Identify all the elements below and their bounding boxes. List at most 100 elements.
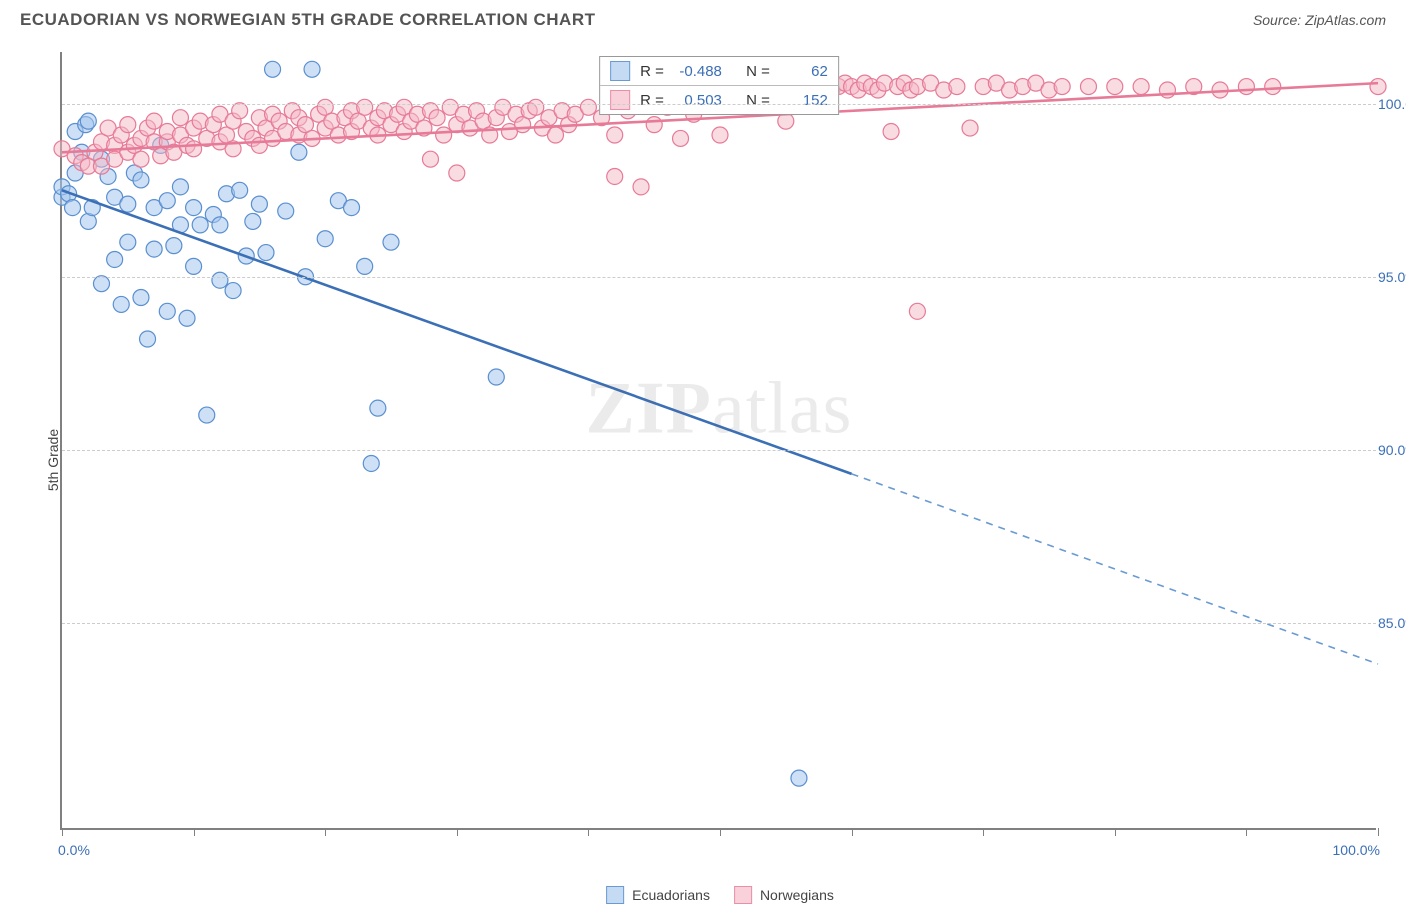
data-point: [1370, 79, 1386, 95]
stat-n-label: N =: [746, 92, 770, 109]
data-point: [140, 331, 156, 347]
x-tick: [325, 828, 326, 836]
source-prefix: Source:: [1253, 12, 1305, 28]
data-point: [80, 113, 96, 129]
legend-swatch-ecuadorians: [606, 886, 624, 904]
data-point: [1265, 79, 1281, 95]
legend: Ecuadorians Norwegians: [606, 886, 834, 904]
data-point: [712, 127, 728, 143]
y-tick-label: 85.0%: [1378, 615, 1406, 631]
data-point: [212, 272, 228, 288]
data-point: [186, 258, 202, 274]
x-axis-max-label: 100.0%: [1333, 842, 1380, 858]
x-tick: [1246, 828, 1247, 836]
data-point: [1080, 79, 1096, 95]
data-point: [120, 196, 136, 212]
data-point: [159, 193, 175, 209]
y-tick-label: 95.0%: [1378, 269, 1406, 285]
legend-item-norwegians: Norwegians: [734, 886, 834, 904]
data-point: [646, 117, 662, 133]
data-point: [304, 61, 320, 77]
stat-row-norwegians: R = 0.503 N = 152: [600, 85, 838, 114]
data-point: [251, 196, 267, 212]
data-point: [291, 144, 307, 160]
data-point: [65, 200, 81, 216]
data-point: [278, 203, 294, 219]
data-point: [383, 234, 399, 250]
data-point: [1133, 79, 1149, 95]
stat-n-value: 62: [780, 63, 828, 80]
data-point: [172, 110, 188, 126]
x-tick: [852, 828, 853, 836]
data-point: [949, 79, 965, 95]
data-point: [449, 165, 465, 181]
chart-container: 5th Grade ZIPatlas R = -0.488 N = 62 R =…: [50, 50, 1390, 870]
data-point: [113, 296, 129, 312]
data-point: [883, 124, 899, 140]
plot-svg: [62, 52, 1376, 828]
stat-r-value: 0.503: [674, 92, 722, 109]
data-point: [1054, 79, 1070, 95]
data-point: [633, 179, 649, 195]
chart-title: ECUADORIAN VS NORWEGIAN 5TH GRADE CORREL…: [20, 10, 596, 30]
data-point: [93, 276, 109, 292]
plot-area: ZIPatlas R = -0.488 N = 62 R = 0.503 N =…: [60, 52, 1376, 830]
data-point: [429, 110, 445, 126]
stat-r-label: R =: [640, 92, 664, 109]
gridline: [62, 277, 1376, 278]
data-point: [159, 303, 175, 319]
legend-label: Norwegians: [760, 887, 834, 903]
stat-n-label: N =: [746, 63, 770, 80]
data-point: [607, 168, 623, 184]
y-tick-label: 90.0%: [1378, 442, 1406, 458]
data-point: [172, 179, 188, 195]
data-point: [607, 127, 623, 143]
data-point: [791, 770, 807, 786]
stat-swatch-ecuadorians: [610, 61, 630, 81]
x-tick: [588, 828, 589, 836]
data-point: [580, 99, 596, 115]
data-point: [1238, 79, 1254, 95]
data-point: [245, 213, 261, 229]
stat-n-value: 152: [780, 92, 828, 109]
data-point: [436, 127, 452, 143]
data-point: [909, 303, 925, 319]
data-point: [528, 99, 544, 115]
data-point: [232, 103, 248, 119]
data-point: [186, 141, 202, 157]
data-point: [166, 238, 182, 254]
data-point: [370, 400, 386, 416]
x-axis-min-label: 0.0%: [58, 842, 90, 858]
data-point: [107, 251, 123, 267]
data-point: [179, 310, 195, 326]
x-tick: [62, 828, 63, 836]
data-point: [422, 151, 438, 167]
data-point: [357, 99, 373, 115]
gridline: [62, 623, 1376, 624]
legend-item-ecuadorians: Ecuadorians: [606, 886, 710, 904]
data-point: [962, 120, 978, 136]
data-point: [146, 241, 162, 257]
x-tick: [457, 828, 458, 836]
gridline: [62, 450, 1376, 451]
data-point: [1107, 79, 1123, 95]
data-point: [258, 245, 274, 261]
data-point: [133, 151, 149, 167]
x-tick: [720, 828, 721, 836]
data-point: [488, 369, 504, 385]
data-point: [344, 200, 360, 216]
stat-swatch-norwegians: [610, 90, 630, 110]
trend-line-extrapolated: [852, 474, 1378, 664]
data-point: [186, 200, 202, 216]
data-point: [120, 117, 136, 133]
data-point: [133, 172, 149, 188]
data-point: [357, 258, 373, 274]
data-point: [212, 217, 228, 233]
data-point: [673, 130, 689, 146]
x-tick: [1115, 828, 1116, 836]
y-tick-label: 100.0%: [1378, 96, 1406, 112]
stat-r-label: R =: [640, 63, 664, 80]
data-point: [363, 455, 379, 471]
data-point: [133, 290, 149, 306]
data-point: [225, 283, 241, 299]
